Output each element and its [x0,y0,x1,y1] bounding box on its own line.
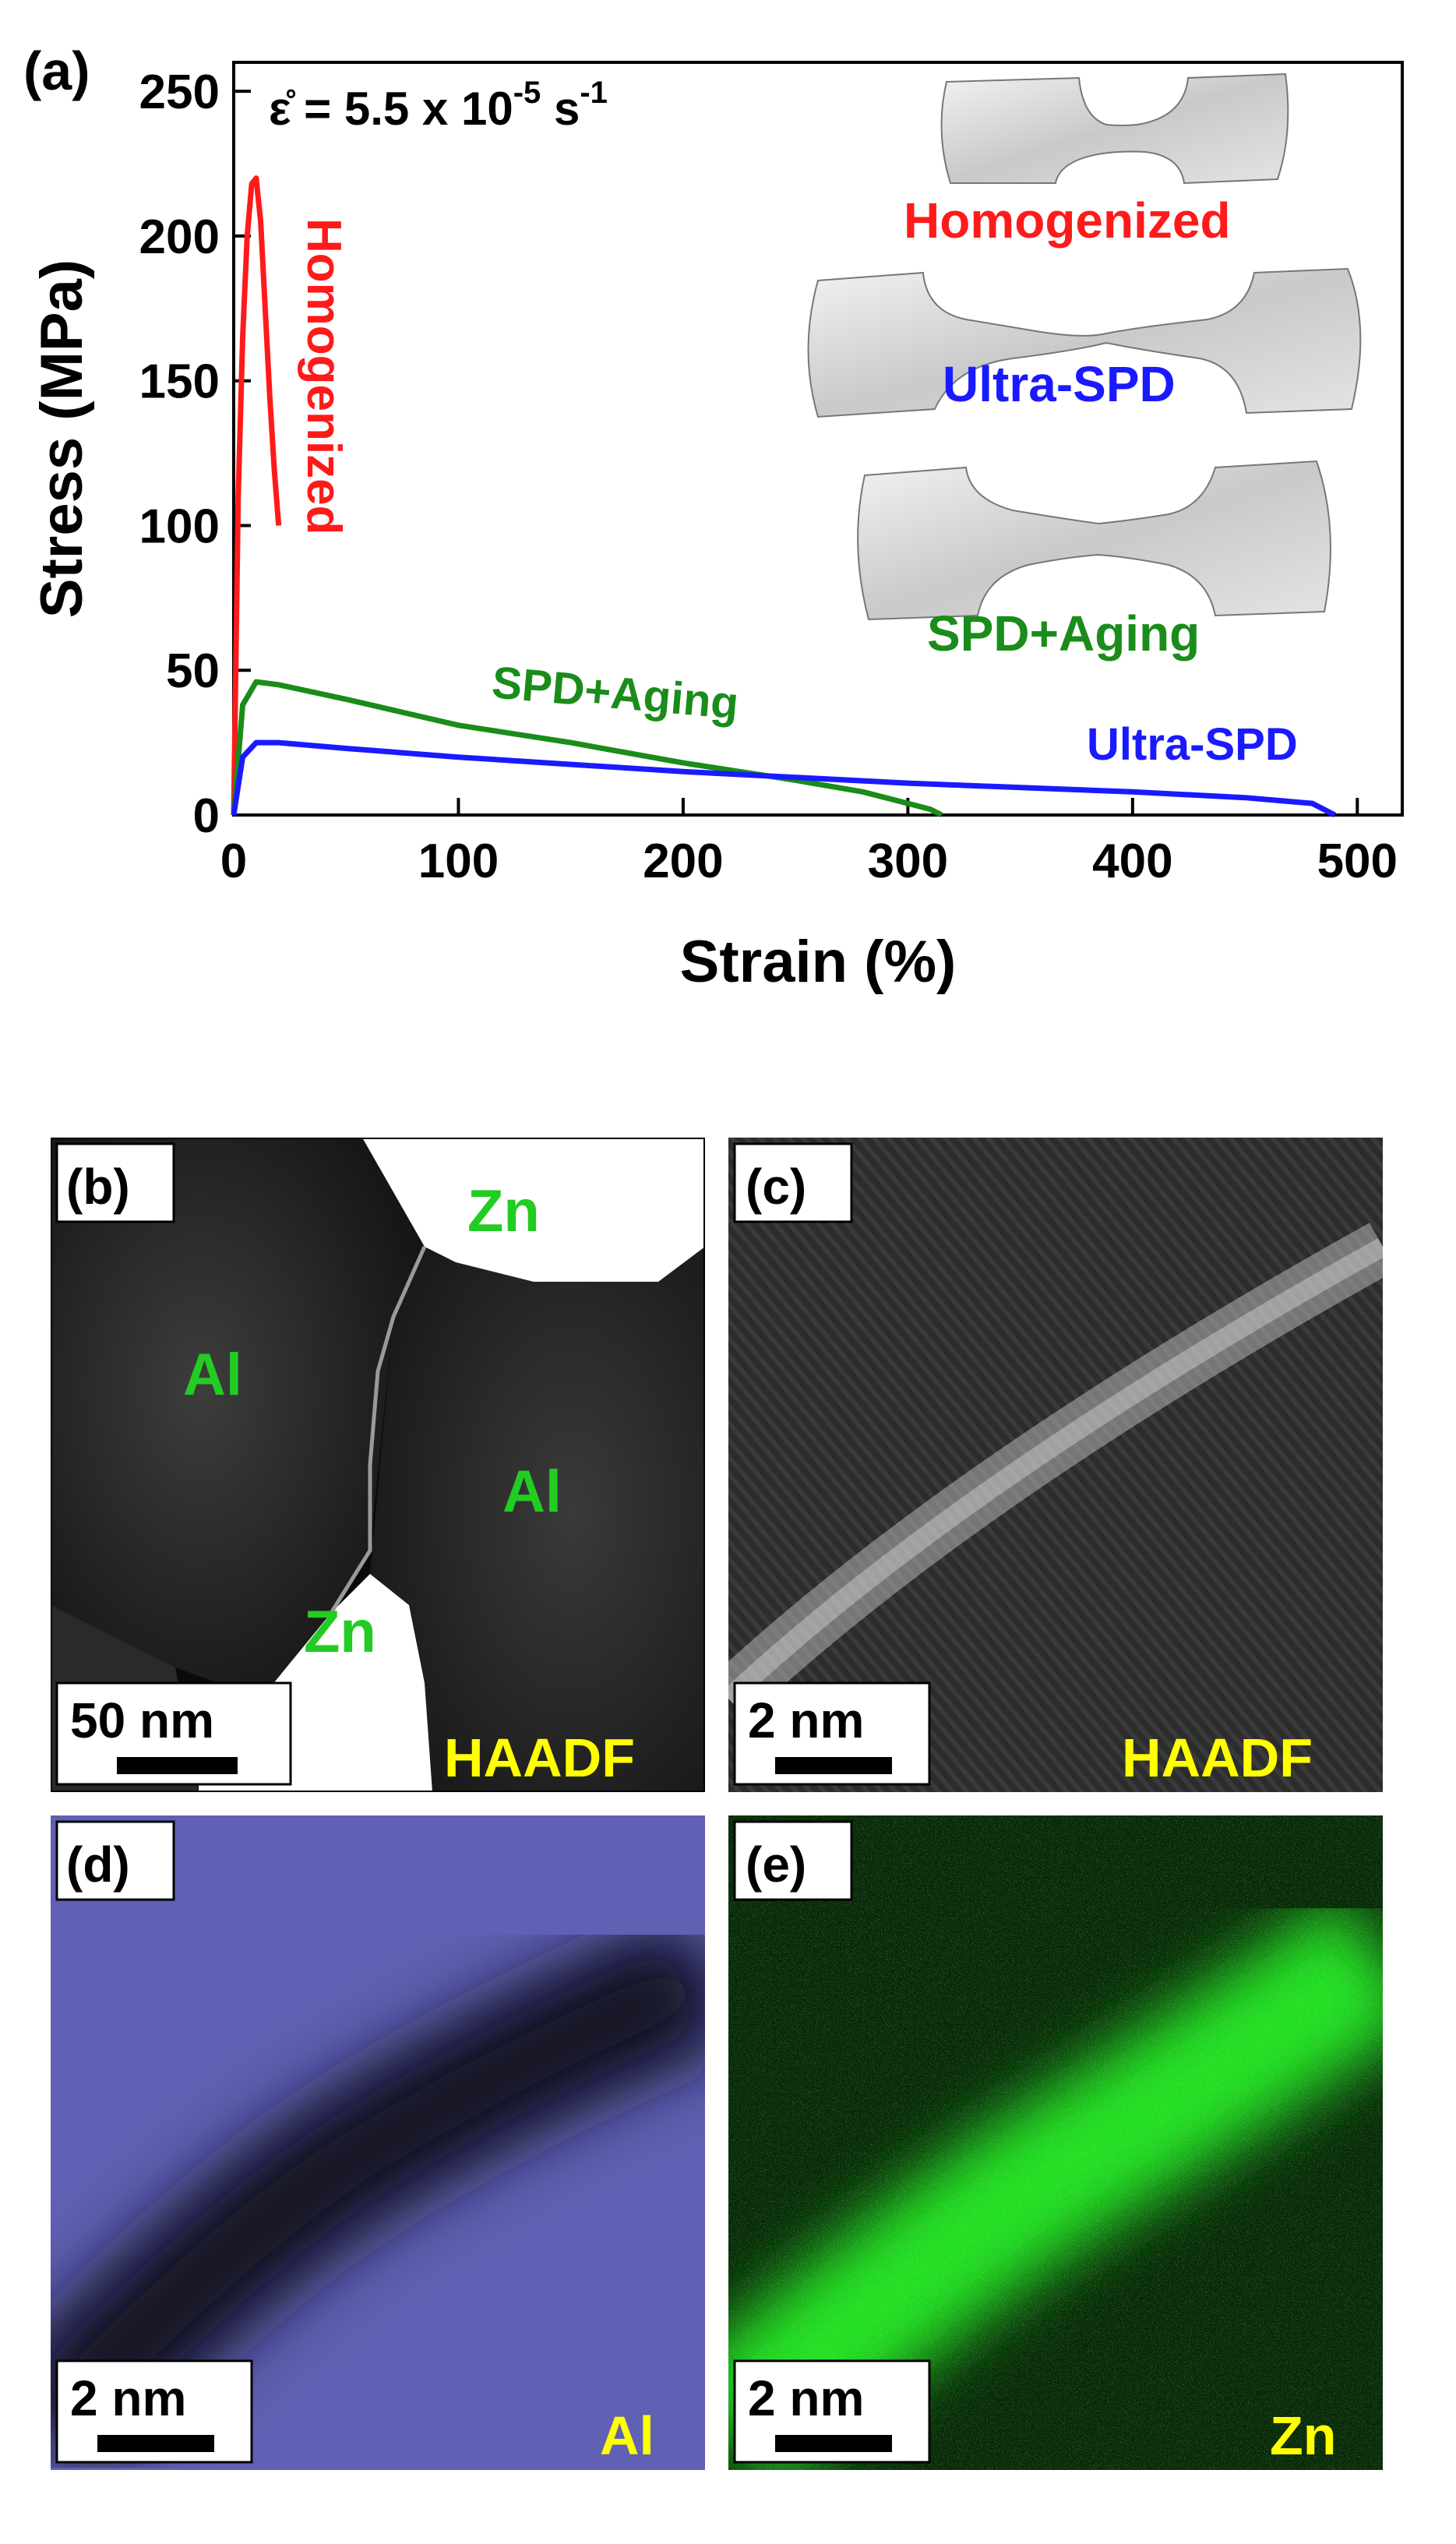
panel-label-box-c [733,1142,853,1223]
scale-bar-b [117,1757,238,1774]
haadf-image-b: Zn Al Al Zn (b) 50 nm HAADF [51,1138,705,1792]
grain-boundary [329,1245,427,1614]
x-axis-title: Strain (%) [680,929,957,995]
x-tick-label: 0 [220,834,247,888]
panel-label-box-d [55,1820,175,1901]
y-axis-title: Stress (MPa) [29,259,95,618]
scale-bar-label-b: 50 nm [70,1692,214,1748]
inset-label-ultra-spd: Ultra-SPD [943,356,1176,412]
al-grain-left [51,1138,425,1699]
detector-tag-b: HAADF [444,1727,635,1788]
stress-strain-chart: (a) 0 50 100 150 200 250 0 100 200 300 400 500 ε̊ … [23,41,1404,995]
scale-bar-label-d: 2 nm [70,2370,186,2426]
specimen-photo-homogenized [940,72,1289,185]
eds-map-zn: (e) 2 nm Zn [728,1815,1383,2470]
scale-bar-label-e: 2 nm [748,2370,864,2426]
inset-label-homogenized: Homogenized [904,192,1231,249]
element-tag-d: Al [600,2405,654,2466]
scale-bar-e [775,2435,892,2452]
phase-label-zn-bottom: Zn [304,1599,376,1665]
haadf-image-c: (c) 2 nm HAADF [728,1138,1383,1792]
panel-label-d: (d) [66,1837,130,1893]
y-tick-label: 200 [139,210,220,264]
panel-label-box-e [733,1820,853,1901]
phase-label-zn-top: Zn [467,1178,540,1244]
specimen-photo-spd-aging [857,460,1331,621]
x-tick-label: 300 [868,834,948,888]
series-line-homogenized [231,175,282,816]
x-tick-label: 100 [418,834,499,888]
y-axis: 0 50 100 150 200 250 [139,65,251,843]
y-tick-label: 250 [139,65,220,119]
panel-label-box-b [55,1142,175,1223]
annotation-homogenized: Homogenized [297,218,351,535]
panel-label-c: (c) [746,1159,806,1215]
scale-bar-d [97,2435,214,2452]
x-tick-label: 200 [643,834,723,888]
specimen-photo-ultra-spd [807,267,1362,418]
plot-frame [232,61,1404,817]
zn-grain-top [362,1138,705,1282]
element-tag-e: Zn [1270,2405,1337,2466]
x-tick-label: 500 [1317,834,1398,888]
y-tick-label: 100 [139,499,220,553]
annotation-ultra-spd: Ultra-SPD [1087,719,1298,770]
al-grain-right [370,1227,705,1792]
strain-rate-label: ε̊ = 5.5 x 10-5 s-1 [269,76,608,135]
x-axis: 0 100 200 300 400 500 [220,798,1398,888]
x-tick-label: 400 [1092,834,1172,888]
y-tick-label: 150 [139,355,220,409]
y-tick-label: 50 [166,644,220,698]
eds-map-al: (d) 2 nm Al [51,1815,705,2470]
phase-label-al-left: Al [183,1342,242,1408]
scale-bar-c [775,1757,892,1774]
inset-label-spd-aging: SPD+Aging [927,605,1200,662]
panel-label-b: (b) [66,1159,130,1215]
series-line-spd-aging [231,679,943,818]
series-group [231,175,1337,818]
series-line-ultra-spd [231,739,1337,818]
detector-tag-c: HAADF [1122,1727,1313,1788]
scale-bar-label-c: 2 nm [748,1692,864,1748]
panel-label-a: (a) [23,41,90,101]
annotation-spd-aging: SPD+Aging [490,657,741,729]
panel-label-e: (e) [746,1837,806,1893]
zn-segregation-band [728,1223,1383,1719]
phase-label-al-right: Al [502,1459,562,1525]
y-tick-label: 0 [193,789,220,843]
